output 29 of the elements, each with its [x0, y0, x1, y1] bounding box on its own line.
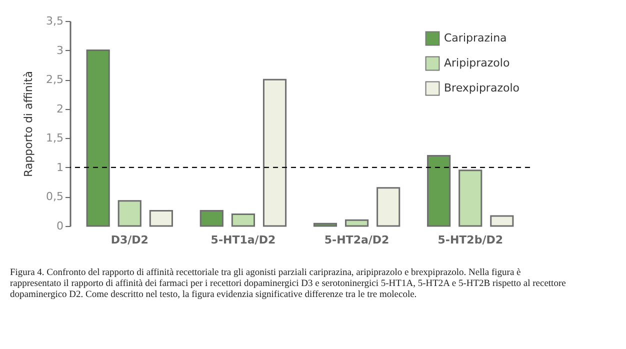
x-tick-label: 5-HT1a/D2 [210, 234, 276, 246]
bar [427, 154, 451, 227]
y-tick-label: 3 [56, 44, 64, 57]
y-tick-label: 1,5 [46, 132, 64, 145]
x-tick-label: 5-HT2b/D2 [438, 234, 504, 246]
legend-label: Cariprazina [444, 32, 507, 44]
y-tick-label: 0,5 [46, 190, 64, 204]
legend-label: Aripiprazolo [444, 56, 510, 70]
x-tick-label: 5-HT2a/D2 [324, 234, 390, 246]
bar [231, 214, 255, 227]
bar [376, 187, 400, 227]
bar [149, 210, 173, 227]
bar [345, 219, 369, 227]
y-axis-title: Rapporto di affinità [22, 71, 36, 177]
x-tick-label: D3/D2 [110, 234, 148, 246]
legend-label: Brexpiprazolo [444, 82, 520, 94]
y-tick-label: 2,5 [46, 73, 64, 86]
y-tick-label: 2 [56, 102, 64, 116]
bar [490, 215, 514, 227]
bar [458, 170, 482, 227]
text: Figura 4. Confronto del rapporto di affinità recettoriale tra gli agonisti parziali cariprazina, aripiprazolo e brexpiprazolo. Nella figura è rappresentato il rapporto di affinità dei farmaci per i recettori dopaminergici D3 e serotoninergici 5-HT1A, 5-HT2A e 5-HT2B rispetto al recettore dopaminergico D2. Come descritto nel testo, la figura evidenzia significative differenze tra le tre molecole. [10, 268, 566, 300]
bar [262, 78, 287, 227]
y-tick-label: 3,5 [46, 14, 64, 28]
bar [86, 50, 110, 227]
bar [200, 210, 224, 227]
bar [313, 222, 338, 227]
bar [118, 200, 142, 227]
y-tick-label: 1 [56, 160, 64, 174]
y-tick-label: 0 [56, 220, 64, 232]
